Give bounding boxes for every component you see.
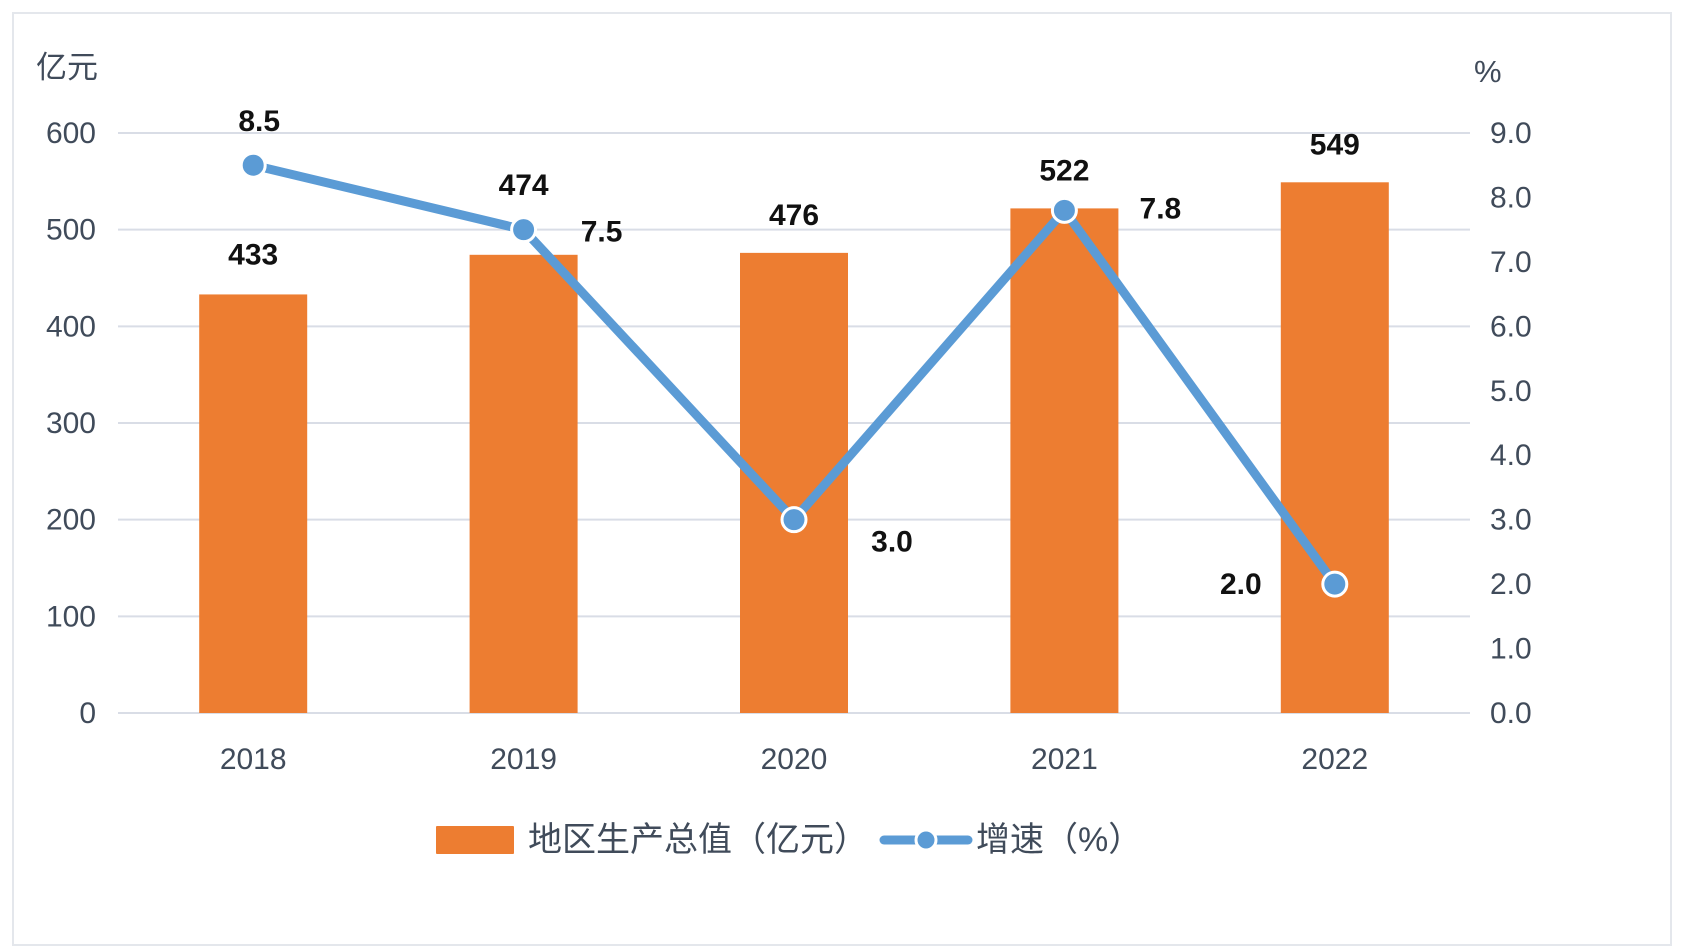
legend-bar-label: 地区生产总值（亿元） [528,821,868,859]
growth-point-2022 [1321,570,1349,598]
left-axis-ticks: 0 100 200 300 400 500 600 [46,117,96,730]
bar-value-label: 476 [769,199,819,232]
right-tick-label: 2.0 [1490,568,1532,601]
line-series [239,151,1349,598]
left-tick-label: 500 [46,214,96,247]
right-tick-label: 8.0 [1490,181,1532,214]
line-data-labels: 8.5 7.5 3.0 7.8 2.0 [238,105,1261,601]
bar-2019 [469,254,578,714]
chart-frame: 0 100 200 300 400 500 600 0.0 1.0 2.0 3.0 4.0 5.0 6.… [12,12,1672,946]
left-tick-label: 200 [46,504,96,537]
left-tick-label: 300 [46,407,96,440]
growth-point-2020 [780,506,808,534]
right-tick-label: 9.0 [1490,117,1532,150]
right-tick-label: 5.0 [1490,375,1532,408]
right-tick-label: 7.0 [1490,246,1532,279]
x-axis-ticks: 2018 2019 2020 2021 2022 [220,743,1368,776]
left-axis-unit: 亿元 [36,50,98,85]
growth-value-label: 3.0 [871,526,913,559]
x-tick-label: 2018 [220,743,287,776]
x-tick-label: 2020 [761,743,828,776]
bar-2021 [1010,208,1119,713]
right-axis-ticks: 0.0 1.0 2.0 3.0 4.0 5.0 6.0 7.0 8.0 9.0 [1490,117,1532,730]
growth-point-2018 [239,151,267,179]
growth-value-label: 7.8 [1140,192,1182,225]
growth-value-label: 2.0 [1220,568,1262,601]
bar-value-label: 549 [1310,128,1360,161]
right-tick-label: 3.0 [1490,504,1532,537]
bar-value-label: 522 [1039,154,1089,187]
bar-2018 [199,294,308,713]
right-tick-label: 0.0 [1490,697,1532,730]
combo-chart: 0 100 200 300 400 500 600 0.0 1.0 2.0 3.0 4.0 5.0 6.… [36,50,1532,859]
bar-data-labels: 433 474 476 522 549 [228,128,1360,271]
growth-point-2019 [510,216,538,244]
bar-value-label: 433 [228,238,278,271]
legend: 地区生产总值（亿元） 增速（%） [436,821,1142,859]
legend-line-marker [914,828,938,852]
right-tick-label: 1.0 [1490,633,1532,666]
left-tick-label: 600 [46,117,96,150]
left-tick-label: 0 [79,697,96,730]
bar-series [199,182,1389,714]
right-tick-label: 4.0 [1490,439,1532,472]
legend-line-label: 增速（%） [976,821,1142,859]
x-tick-label: 2021 [1031,743,1098,776]
left-tick-label: 100 [46,600,96,633]
growth-point-2021 [1050,196,1078,224]
bar-value-label: 474 [499,169,549,202]
x-tick-label: 2019 [490,743,557,776]
x-tick-label: 2022 [1301,743,1368,776]
growth-value-label: 7.5 [581,216,623,249]
legend-bar-swatch [436,826,514,854]
bar-2022 [1280,182,1389,714]
right-tick-label: 6.0 [1490,310,1532,343]
left-tick-label: 400 [46,310,96,343]
growth-value-label: 8.5 [238,105,280,138]
right-axis-unit: % [1474,54,1502,89]
